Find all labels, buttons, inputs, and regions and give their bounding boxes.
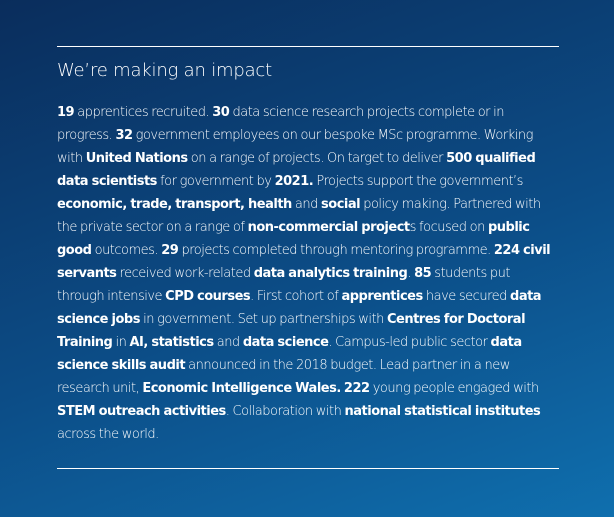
body-text-segment: have secured [422,289,511,304]
highlight-text: 2021. [274,174,314,189]
highlight-text: economic, trade, transport, health [57,197,292,212]
highlight-text: 222 [343,381,370,396]
body-text-segment: announced in the 2018 budget. Lead partn… [57,358,510,396]
body-text-segment: students put through intensive [57,266,511,304]
highlight-text: 30 [212,105,230,120]
highlight-text: data science skills audit [57,335,522,373]
body-text-segment: outcomes. [91,243,162,258]
body-text-segment: data science research projects complete … [57,105,505,143]
body-text-segment: policy making. Partnered with the privat… [57,197,541,235]
highlight-text: public good [57,220,530,258]
body-text-segment: received work-related [116,266,254,281]
highlight-text: Economic Intelligence Wales. [142,381,341,396]
impact-panel: We’re making an impact 19 apprentices re… [57,0,559,517]
highlight-text: 32 [115,128,133,143]
body-text-segment: on a range of projects. On target to del… [187,151,447,166]
highlight-text: data analytics training [253,266,408,281]
body-text-segment: in [112,335,130,350]
highlight-text: Centres for Doctoral Training [57,312,526,350]
body-text-segment: young people engaged with [369,381,540,396]
highlight-text: national statistical institutes [344,404,541,419]
highlight-text: CPD courses [165,289,251,304]
highlight-text: non-commercial project [247,220,411,235]
highlight-text: data science [242,335,329,350]
highlight-text: United Nations [85,151,188,166]
body-text-segment: . Campus-led public sector [328,335,491,350]
highlight-text: AI, statistics [129,335,214,350]
highlight-text: STEM outreach activities [57,404,226,419]
body-text-segment: for government by [156,174,275,189]
body-text-segment: s focused on [409,220,488,235]
body-text-segment: . Collaboration with [225,404,345,419]
highlight-text: social [321,197,361,212]
body-text-segment: . First cohort of [250,289,342,304]
impact-heading: We’re making an impact [57,60,272,81]
body-text-segment: Projects support the government’s [313,174,523,189]
highlight-text: 29 [161,243,179,258]
bottom-divider [57,468,559,469]
highlight-text: data science jobs [57,289,542,327]
body-text-segment: across the world. [57,427,159,442]
highlight-text: 224 civil servants [57,243,551,281]
top-divider [57,46,559,47]
highlight-text: apprentices [341,289,423,304]
impact-body-text: 19 apprentices recruited. 30 data scienc… [57,101,559,446]
highlight-text: 85 [414,266,432,281]
body-text-segment: . [407,266,415,281]
body-text-segment: projects completed through mentoring pro… [178,243,494,258]
body-text-segment: and [213,335,243,350]
body-text-segment: and [291,197,322,212]
highlight-text: 500 qualified data scientists [57,151,536,189]
body-text-segment: apprentices recruited. [74,105,213,120]
body-text-segment: government employees on our bespoke MSc … [57,128,533,166]
highlight-text: 19 [57,105,75,120]
body-text-segment: in government. Set up partnerships with [139,312,387,327]
